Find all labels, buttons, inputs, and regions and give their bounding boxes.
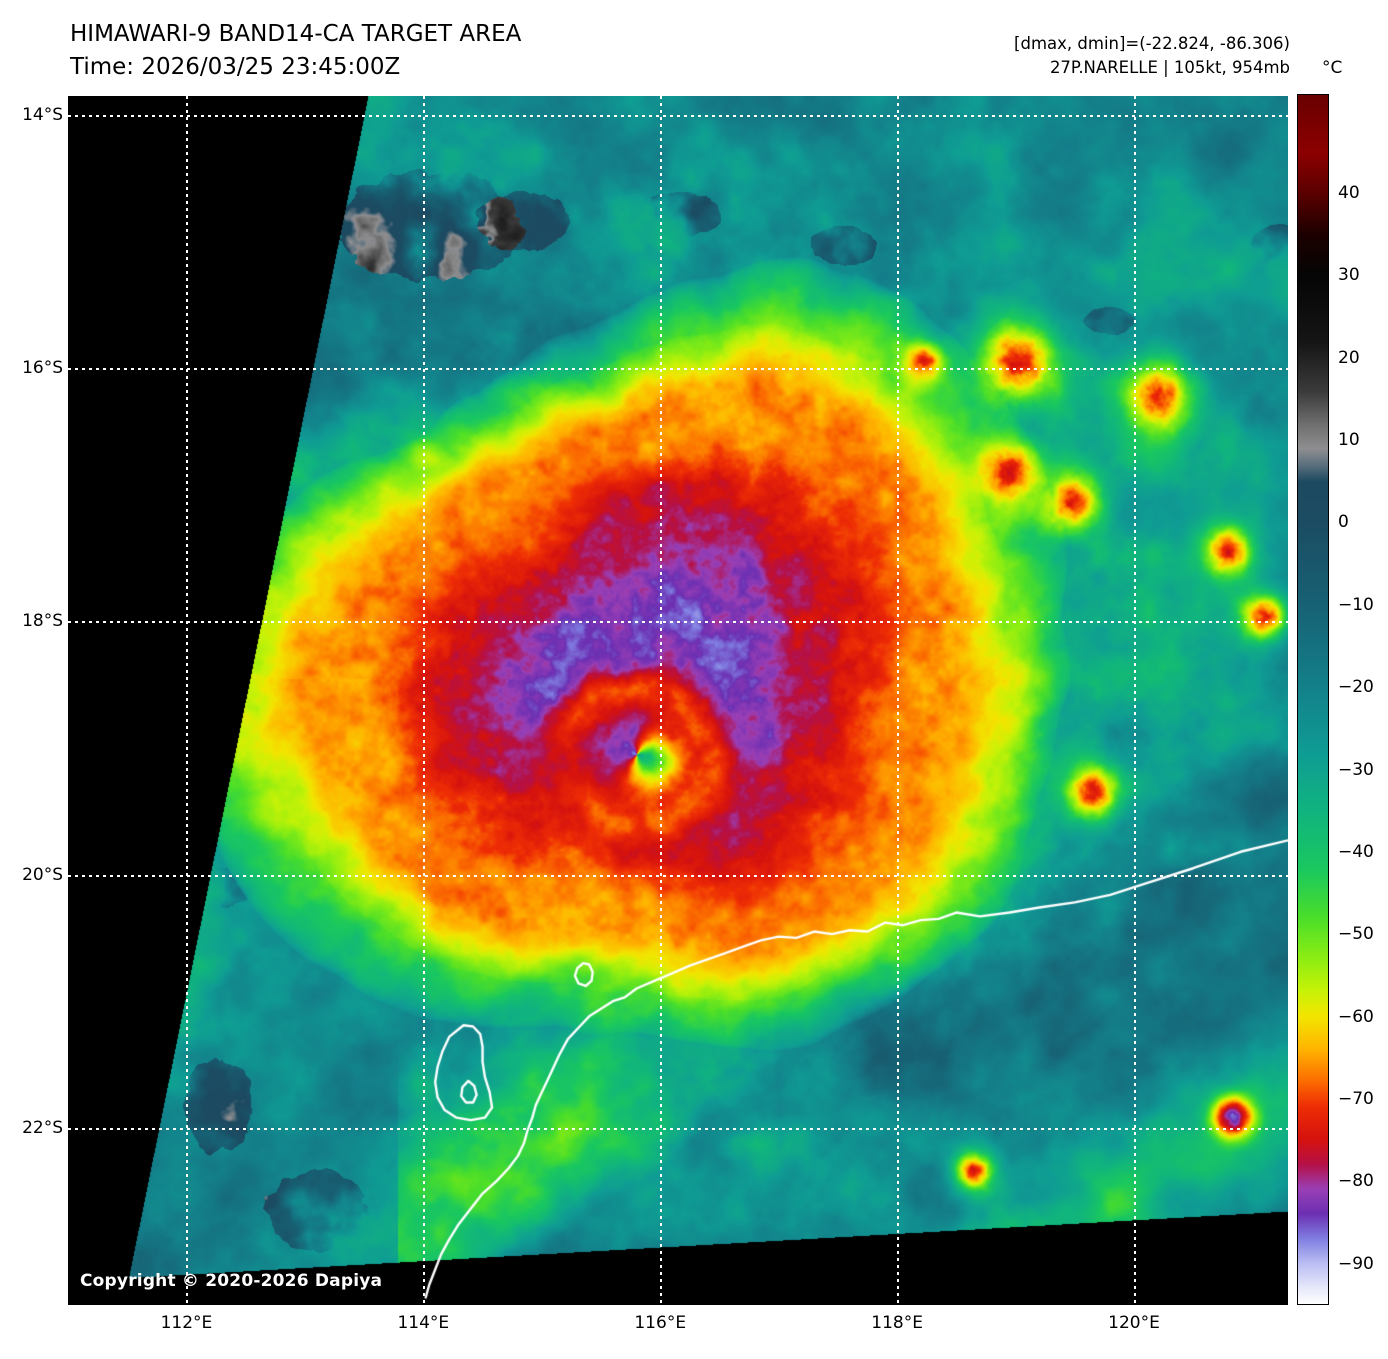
coastline-overlay <box>68 96 1288 1305</box>
gridline-horizontal <box>68 114 1288 117</box>
gridline-horizontal <box>68 874 1288 877</box>
colorbar-tick-label: −10 <box>1338 594 1374 615</box>
gridline-vertical <box>897 96 900 1305</box>
colorbar-tick-label: −30 <box>1338 759 1374 780</box>
title-line: HIMAWARI-9 BAND14-CA TARGET AREA <box>70 21 522 47</box>
colorbar-tick-label: −70 <box>1338 1089 1374 1110</box>
gridline-horizontal <box>68 621 1288 624</box>
colorbar-tick-label: 10 <box>1338 430 1360 450</box>
lat-tick-label: 18°S <box>22 611 63 632</box>
colorbar-tick-label: −20 <box>1338 677 1374 698</box>
lat-tick-label: 22°S <box>22 1117 63 1138</box>
colorbar-tick-label: 40 <box>1338 182 1360 203</box>
time-line: Time: 2026/03/25 23:45:00Z <box>70 53 401 80</box>
gridline-horizontal <box>68 368 1288 371</box>
gridline-horizontal <box>68 1127 1288 1130</box>
colorbar-tick-label: −50 <box>1338 924 1374 945</box>
lat-tick-label: 14°S <box>22 104 63 125</box>
satellite-image-plot: Copyright © 2020-2026 Dapiya <box>68 96 1288 1305</box>
colorbar-tick-label: −80 <box>1338 1171 1374 1192</box>
lat-tick-label: 20°S <box>22 864 63 885</box>
lon-tick-label: 114°E <box>397 1313 450 1333</box>
gridline-vertical <box>186 96 189 1305</box>
lat-tick-label: 16°S <box>22 358 63 379</box>
gridline-vertical <box>660 96 663 1305</box>
gridline-vertical <box>423 96 426 1305</box>
colorbar-unit-label: °C <box>1322 58 1343 78</box>
colorbar-tick-label: 0 <box>1338 512 1349 533</box>
colorbar-tick-label: 30 <box>1338 265 1360 286</box>
lon-tick-label: 120°E <box>1108 1313 1160 1333</box>
gridline-vertical <box>1134 96 1137 1305</box>
lon-tick-label: 118°E <box>871 1313 923 1333</box>
colorbar-tick-label: −90 <box>1338 1253 1374 1274</box>
metadata-block: [dmax, dmin]=(-22.824, -86.306) 27P.NARE… <box>1014 32 1290 80</box>
colorbar <box>1297 94 1329 1305</box>
lon-tick-label: 116°E <box>634 1313 687 1333</box>
colorbar-tick-label: −40 <box>1338 841 1374 862</box>
graticule <box>68 96 1288 1305</box>
colorbar-tick-label: −60 <box>1338 1006 1374 1027</box>
colorbar-tick-label: 20 <box>1338 347 1360 368</box>
page-title: HIMAWARI-9 BAND14-CA TARGET AREA Time: 2… <box>70 18 521 83</box>
copyright-notice: Copyright © 2020-2026 Dapiya <box>80 1271 383 1291</box>
dminmax-label: [dmax, dmin]=(-22.824, -86.306) <box>1014 34 1290 53</box>
lon-tick-label: 112°E <box>160 1313 213 1333</box>
colorbar-gradient <box>1298 95 1328 1304</box>
storm-label: 27P.NARELLE | 105kt, 954mb <box>1049 57 1290 77</box>
